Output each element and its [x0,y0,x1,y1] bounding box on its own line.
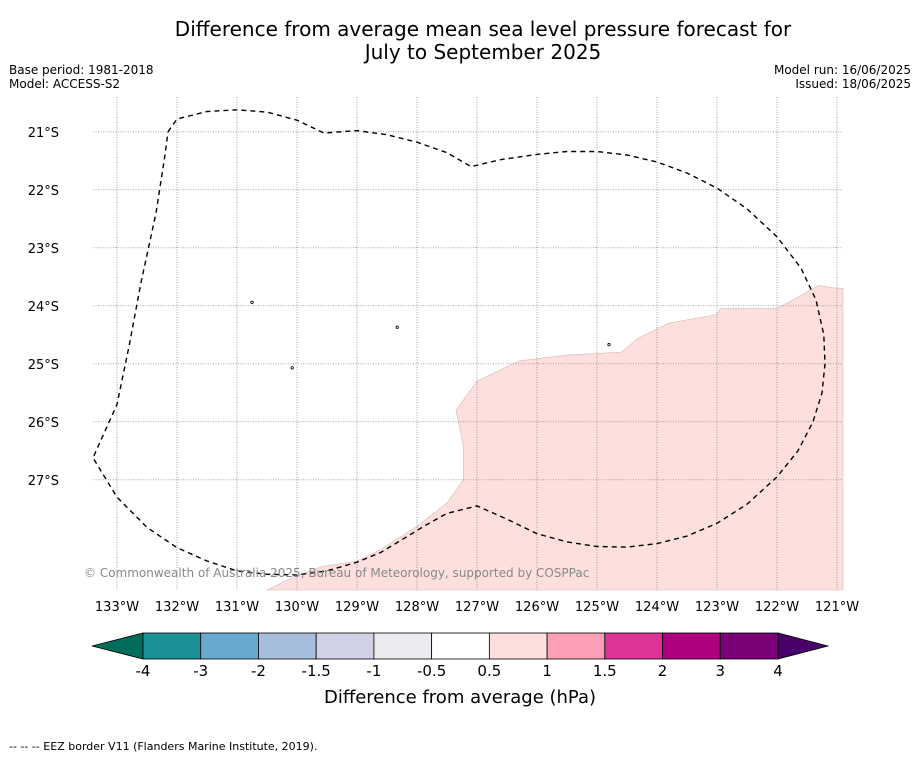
colorbar-bin [258,632,317,660]
lat-tick-label: 27°S [28,474,59,489]
anomaly-layer [266,285,844,591]
colorbar-tick-label: -2 [251,662,266,680]
colorbar-bin [431,632,490,660]
colorbar-over-arrow [777,632,830,660]
colorbar-bin [662,632,721,660]
lat-tick-label: 25°S [28,358,59,373]
colorbar-tick-label: 1 [542,662,552,680]
lon-tick-label: 129°W [335,600,379,615]
anomaly-region-0.5-to-1 [266,285,844,591]
model-run: Model run: 16/06/2025 [773,63,911,77]
colorbar-tick-label: 2 [658,662,668,680]
lon-tick-label: 133°W [95,600,139,615]
lon-tick-label: 128°W [395,600,439,615]
lon-tick-label: 122°W [755,600,799,615]
graticule [93,97,843,590]
lon-tick-label: 131°W [215,600,259,615]
copyright-text: © Commonwealth of Australia 2025, Bureau… [84,566,589,580]
eez-layer [92,109,826,576]
lon-tick-label: 123°W [695,600,739,615]
colorbar-label: Difference from average (hPa) [324,687,596,708]
lat-tick-label: 21°S [28,126,59,141]
colorbar-tick-label: -1.5 [302,662,331,680]
title-line-1: Difference from average mean sea level p… [174,17,792,41]
lat-tick-label: 22°S [28,184,59,199]
lat-tick-label: 23°S [28,242,59,257]
colorbar-bin [200,632,259,660]
lon-tick-label: 125°W [575,600,619,615]
island-layer [250,300,611,370]
map-title: Difference from average mean sea level p… [0,18,919,64]
colorbar-bin [488,632,548,660]
lon-tick-label: 127°W [455,600,499,615]
base-period: Base period: 1981-2018 [9,63,154,77]
island-marker [290,366,294,370]
lon-tick-label: 130°W [275,600,319,615]
lat-tick-label: 24°S [28,300,59,315]
lon-tick-label: 126°W [515,600,559,615]
lon-tick-label: 132°W [155,600,199,615]
lon-tick-label: 121°W [815,600,859,615]
colorbar-bin [604,632,663,660]
island-marker [607,343,611,347]
colorbar-bin [373,632,433,660]
issued-date: Issued: 18/06/2025 [795,77,911,91]
map-figure: © Commonwealth of Australia 2025, Bureau… [28,97,859,708]
colorbar-tick-label: -4 [136,662,151,680]
model-name: Model: ACCESS-S2 [9,77,121,91]
colorbar-bin [719,632,779,660]
latitude-labels: 21°S 22°S 23°S 24°S 25°S 26°S 27°S [28,126,59,489]
colorbar-tick-label: 4 [773,662,783,680]
colorbar-tick-label: -1 [366,662,381,680]
colorbar-tick-label: 0.5 [477,662,501,680]
lat-tick-label: 26°S [28,416,59,431]
meta-left: Base period: 1981-2018 Model: ACCESS-S2 [9,63,154,91]
footer-note: -- -- -- EEZ border V11 (Flanders Marine… [9,740,318,753]
longitude-labels: 133°W 132°W 131°W 130°W 129°W 128°W 127°W 126°W… [95,600,859,615]
colorbar-tick-label: -0.5 [417,662,446,680]
colorbar-tick-label: -3 [193,662,208,680]
colorbar-bin [546,632,606,660]
colorbar-bin [142,632,202,660]
lon-tick-label: 124°W [635,600,679,615]
colorbar-tick-label: 1.5 [593,662,617,680]
island-marker [250,300,254,304]
colorbar-under-arrow [91,632,144,660]
eez-border-line [92,109,826,576]
colorbar-bin [315,632,375,660]
colorbar-ticks: -4 -3 -2 -1.5 -1 -0.5 0.5 1 1.5 2 3 4 [136,662,783,680]
colorbar [91,632,830,660]
meta-right: Model run: 16/06/2025 Issued: 18/06/2025 [774,63,911,91]
island-marker [395,325,399,329]
colorbar-tick-label: 3 [715,662,725,680]
title-line-2: July to September 2025 [364,40,602,64]
